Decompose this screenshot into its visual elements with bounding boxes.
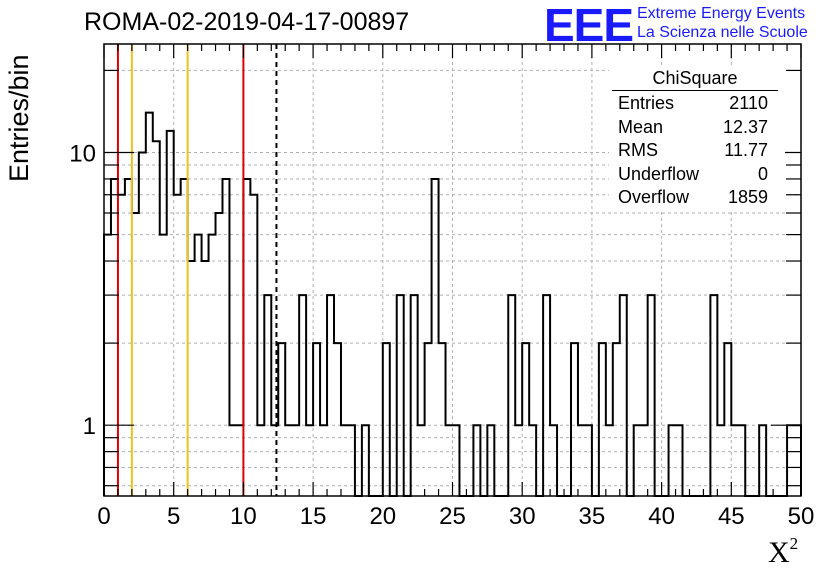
stats-row-rms: RMS 11.77 (612, 138, 782, 162)
stats-row-mean: Mean 12.37 (612, 115, 782, 139)
x-tick-label: 50 (788, 503, 815, 530)
logo-line-1: Extreme Energy Events (637, 5, 806, 22)
x-tick-label: 35 (579, 503, 606, 530)
x-tick-label: 45 (718, 503, 745, 530)
stats-label: Underflow (618, 163, 700, 184)
logo-line-2: La Scienza nelle Scuole (637, 24, 808, 41)
x-tick-label: 20 (369, 503, 396, 530)
stats-value: 0 (757, 163, 768, 184)
stats-box: ChiSquare Entries 2110 Mean 12.37 RMS 11.77… (612, 68, 782, 209)
eee-logo-mark: EEE (544, 0, 634, 51)
stats-title: ChiSquare (612, 68, 778, 91)
x-tick-label: 10 (230, 503, 257, 530)
stats-value: 2110 (729, 93, 768, 113)
stats-row-entries: Entries 2110 (612, 91, 782, 115)
x-axis-label-base: X (768, 536, 790, 569)
stats-label: Entries (618, 93, 675, 113)
x-tick-label: 5 (167, 503, 180, 530)
stats-label: RMS (618, 140, 658, 160)
stats-label: Overflow (618, 187, 690, 207)
x-axis-label: X2 (768, 534, 799, 570)
x-tick-label: 40 (648, 503, 675, 530)
stats-row-underflow: Underflow 0 (612, 162, 782, 186)
stats-value: 12.37 (722, 116, 768, 137)
x-tick-label: 15 (300, 503, 327, 530)
y-tick-label: 1 (83, 413, 96, 440)
stats-value: 1859 (727, 187, 768, 207)
stats-value: 11.77 (724, 140, 768, 160)
chart-title: ROMA-02-2019-04-17-00897 (84, 8, 410, 36)
y-tick-label: 10 (69, 141, 96, 168)
x-tick-label: 0 (97, 503, 110, 530)
stats-row-overflow: Overflow 1859 (612, 185, 782, 209)
x-tick-label: 30 (509, 503, 536, 530)
x-axis-label-superscript: 2 (789, 534, 799, 553)
x-tick-label: 25 (439, 503, 466, 530)
stats-label: Mean (618, 116, 664, 137)
